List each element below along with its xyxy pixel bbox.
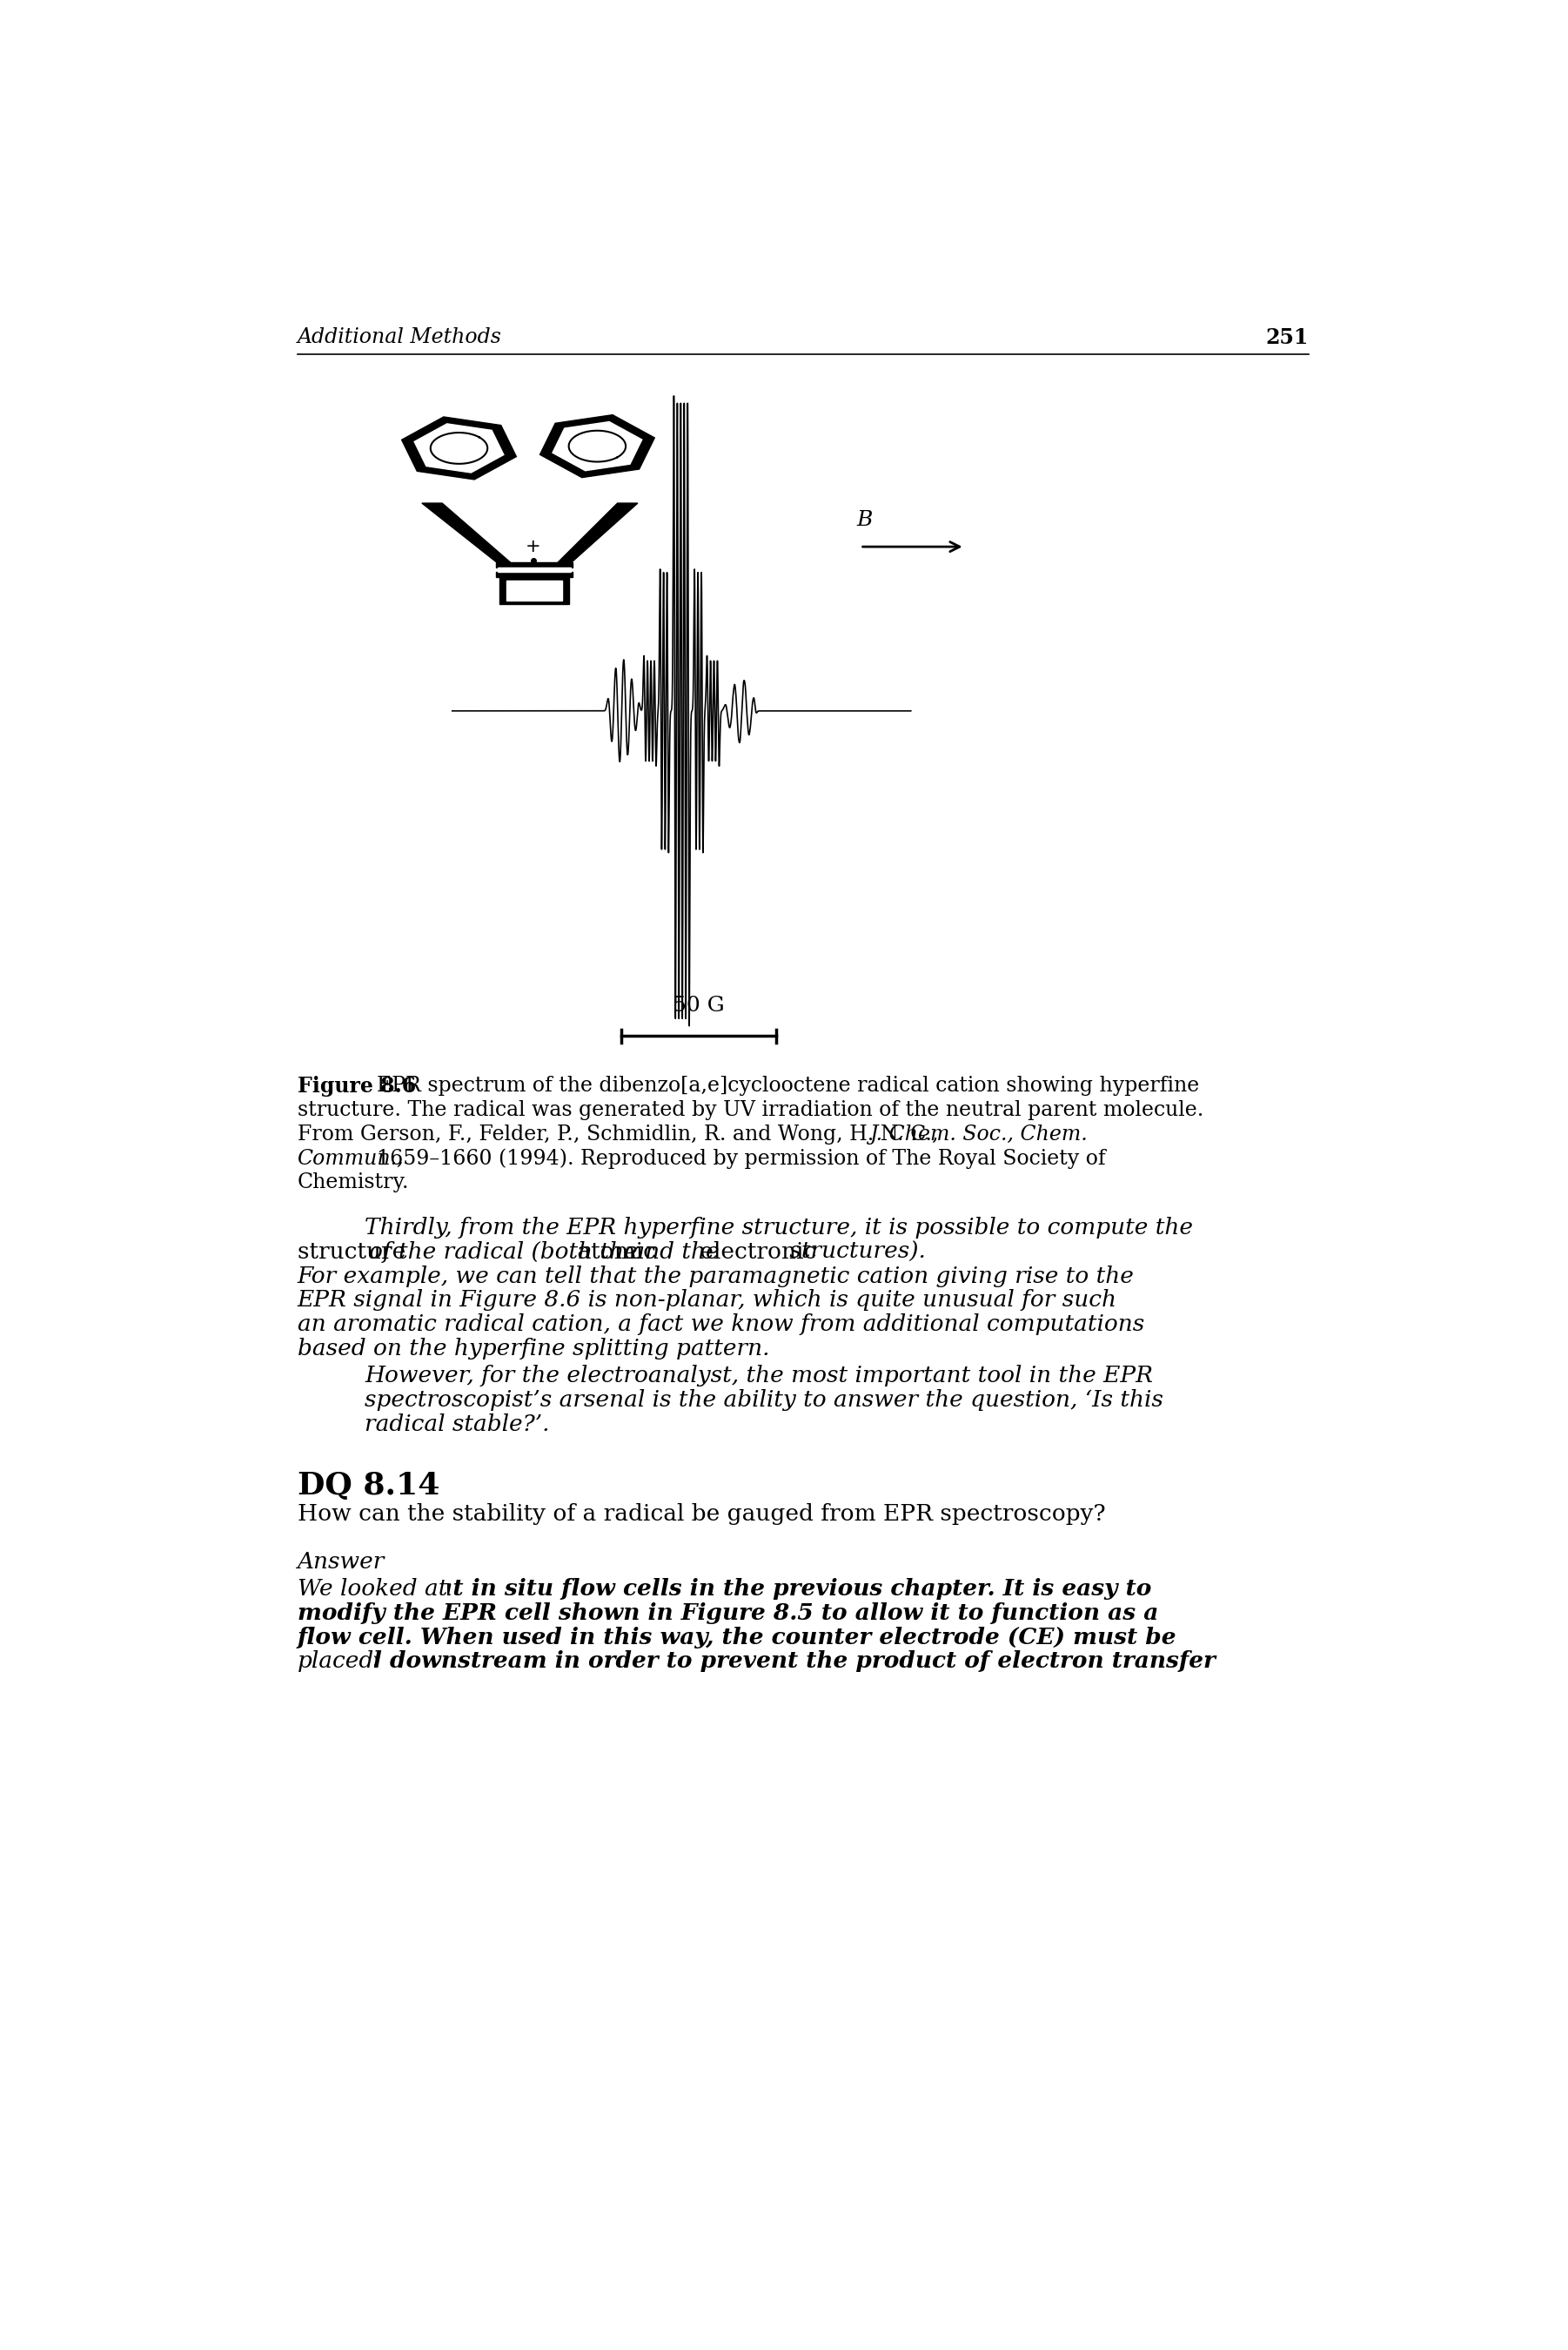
- Polygon shape: [506, 580, 563, 599]
- Text: radical stable?’.: radical stable?’.: [365, 1412, 549, 1436]
- Text: 251: 251: [1265, 327, 1309, 348]
- Polygon shape: [539, 416, 654, 477]
- Polygon shape: [495, 562, 572, 566]
- Polygon shape: [500, 576, 569, 604]
- Text: structure: structure: [298, 1241, 412, 1262]
- Text: We looked at: We looked at: [298, 1579, 447, 1600]
- Polygon shape: [497, 566, 571, 571]
- Text: placed downstream in order to prevent the product of electron transfer: placed downstream in order to prevent th…: [298, 1650, 1215, 1673]
- Text: structures).: structures).: [782, 1241, 925, 1262]
- Polygon shape: [422, 503, 511, 564]
- Text: Additional Methods: Additional Methods: [298, 327, 502, 348]
- Text: atomic: atomic: [569, 1241, 655, 1262]
- Text: Commun.,: Commun.,: [298, 1149, 405, 1168]
- Text: J. Chem. Soc., Chem.: J. Chem. Soc., Chem.: [870, 1123, 1088, 1144]
- Text: electronic: electronic: [693, 1241, 817, 1262]
- Polygon shape: [414, 423, 503, 472]
- Text: an aromatic radical cation, a fact we know from additional computations: an aromatic radical cation, a fact we kn…: [298, 1314, 1145, 1335]
- Polygon shape: [557, 503, 638, 564]
- Text: EPR spectrum of the dibenzo[a,e]cyclooctene radical cation showing hyperfine: EPR spectrum of the dibenzo[a,e]cyclooct…: [376, 1076, 1200, 1095]
- Text: For example, we can tell that the paramagnetic cation giving rise to the: For example, we can tell that the parama…: [298, 1264, 1134, 1288]
- Text: Chemistry.: Chemistry.: [298, 1173, 409, 1194]
- Text: 50 G: 50 G: [673, 996, 724, 1015]
- Text: based on the hyperfine splitting pattern.: based on the hyperfine splitting pattern…: [298, 1337, 770, 1358]
- Text: From Gerson, F., Felder, P., Schmidlin, R. and Wong, H. N. C.,: From Gerson, F., Felder, P., Schmidlin, …: [298, 1123, 944, 1144]
- Text: B: B: [856, 510, 873, 531]
- Text: spectroscopist’s arsenal is the ability to answer the question, ‘Is this: spectroscopist’s arsenal is the ability …: [365, 1389, 1163, 1410]
- Text: Figure 8.6: Figure 8.6: [298, 1076, 416, 1097]
- Text: Thirdly, from the EPR hyperfine structure, it is possible to compute the: Thirdly, from the EPR hyperfine structur…: [365, 1217, 1193, 1238]
- Text: and the: and the: [624, 1241, 720, 1262]
- Polygon shape: [401, 416, 516, 479]
- Text: placed: placed: [298, 1650, 373, 1673]
- Text: Answer: Answer: [298, 1551, 384, 1572]
- Text: However, for the electroanalyst, the most important tool in the EPR: However, for the electroanalyst, the mos…: [365, 1365, 1152, 1386]
- Text: +: +: [525, 538, 541, 555]
- Text: DQ 8.14: DQ 8.14: [298, 1471, 439, 1502]
- Text: EPR signal in Figure 8.6 is non-planar, which is quite unusual for such: EPR signal in Figure 8.6 is non-planar, …: [298, 1290, 1116, 1311]
- Polygon shape: [552, 421, 641, 470]
- Text: flow cell. When used in this way, the counter electrode (CE) must be: flow cell. When used in this way, the co…: [298, 1626, 1176, 1647]
- Text: modify the EPR cell shown in Figure 8.5 to allow it to function as a: modify the EPR cell shown in Figure 8.5 …: [298, 1603, 1159, 1624]
- Polygon shape: [495, 571, 572, 576]
- Text: structure. The radical was generated by UV irradiation of the neutral parent mol: structure. The radical was generated by …: [298, 1100, 1203, 1121]
- Text: of the radical (both the: of the radical (both the: [368, 1241, 637, 1262]
- Text: How can the stability of a radical be gauged from EPR spectroscopy?: How can the stability of a radical be ga…: [298, 1504, 1105, 1525]
- Text: 1659–1660 (1994). Reproduced by permission of The Royal Society of: 1659–1660 (1994). Reproduced by permissi…: [376, 1149, 1105, 1168]
- Text: We looked at in situ flow cells in the previous chapter. It is easy to: We looked at in situ flow cells in the p…: [298, 1579, 1151, 1600]
